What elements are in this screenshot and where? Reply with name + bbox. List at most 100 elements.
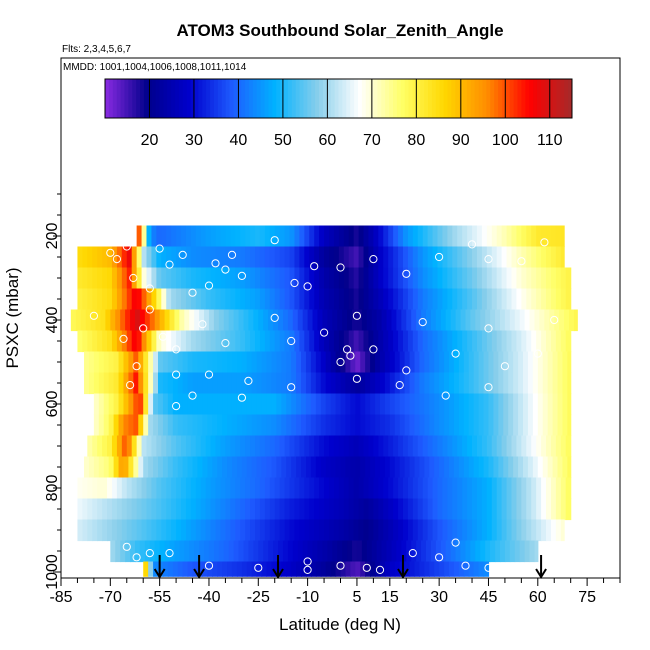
heatmap-cell <box>407 435 414 458</box>
heatmap-cell <box>442 477 448 500</box>
heatmap-layer <box>84 351 572 374</box>
heatmap-cell <box>567 393 572 416</box>
heatmap-cell <box>407 519 414 542</box>
sample-marker <box>198 320 207 329</box>
heatmap-cell <box>256 414 263 437</box>
heatmap-cell <box>302 309 309 332</box>
heatmap-cell <box>294 435 300 458</box>
heatmap-cell <box>255 267 261 290</box>
heatmap-cell <box>473 372 480 395</box>
heatmap-cell <box>264 267 271 290</box>
heatmap-cell <box>355 351 361 374</box>
heatmap-cell <box>389 351 396 374</box>
colorbar-swatch <box>140 79 145 118</box>
heatmap-cell <box>110 540 116 563</box>
heatmap-cell <box>442 498 448 521</box>
heatmap-cell <box>309 477 315 500</box>
heatmap-cell <box>225 498 231 521</box>
colorbar-swatch <box>439 79 445 118</box>
heatmap-cell <box>476 477 483 500</box>
heatmap-cell <box>123 372 130 395</box>
heatmap-cell <box>177 456 184 479</box>
colorbar-swatch <box>354 79 359 118</box>
colorbar-swatch <box>529 79 534 118</box>
heatmap-cell <box>330 351 337 374</box>
heatmap-cell <box>488 351 494 374</box>
sample-marker <box>89 311 99 320</box>
heatmap-cell <box>304 498 310 521</box>
heatmap-cell <box>131 498 138 521</box>
heatmap-cell <box>231 561 238 577</box>
heatmap-cell <box>315 351 322 374</box>
heatmap-cell <box>322 309 328 332</box>
heatmap-cell <box>185 477 192 500</box>
sample-marker <box>270 313 279 322</box>
heatmap-cell <box>547 351 554 374</box>
heatmap-cell <box>190 498 197 521</box>
heatmap-cell <box>409 372 416 395</box>
heatmap-cell <box>146 498 153 521</box>
heatmap-cell <box>328 498 335 521</box>
heatmap-cell <box>379 456 386 479</box>
heatmap-cell <box>235 330 241 353</box>
heatmap-cell <box>386 540 393 563</box>
heatmap-cell <box>324 519 330 542</box>
heatmap-cell <box>452 477 458 500</box>
heatmap-cell <box>550 477 557 500</box>
sample-marker <box>211 259 220 268</box>
heatmap-cell <box>197 372 203 395</box>
heatmap-cell <box>496 477 503 500</box>
y-tick-label: 400 <box>44 307 61 334</box>
colorbar-swatch <box>233 79 238 118</box>
heatmap-cell <box>358 435 365 458</box>
heatmap-cell <box>453 561 460 577</box>
heatmap-cell <box>536 225 542 248</box>
heatmap-cell <box>151 267 157 290</box>
heatmap-cell <box>92 288 98 311</box>
heatmap-cell <box>373 435 379 458</box>
heatmap-cell <box>222 351 228 374</box>
heatmap-cell <box>241 393 248 416</box>
heatmap-cell <box>250 498 256 521</box>
colorbar-swatch <box>392 79 398 118</box>
heatmap-cell <box>264 288 271 311</box>
y-tick-label: 800 <box>44 475 61 502</box>
heatmap-cell <box>240 330 246 353</box>
heatmap-cell <box>546 246 552 269</box>
heatmap-cell <box>149 309 156 332</box>
heatmap-cell <box>107 288 113 311</box>
sample-marker <box>221 339 230 348</box>
heatmap-cell <box>146 519 153 542</box>
x-tick-label: -85 <box>49 589 72 606</box>
heatmap-cell <box>230 330 236 353</box>
heatmap-cell <box>541 477 547 500</box>
heatmap-cell <box>343 435 350 458</box>
heatmap-cell <box>476 225 483 248</box>
heatmap-cell <box>113 372 120 395</box>
heatmap-cell <box>468 456 475 479</box>
heatmap-cell <box>537 456 544 479</box>
heatmap-cell <box>156 519 162 542</box>
heatmap-cell <box>491 330 498 353</box>
heatmap-cell <box>274 267 281 290</box>
heatmap-cell <box>314 477 320 500</box>
heatmap-cell <box>368 246 374 269</box>
heatmap-cell <box>274 246 281 269</box>
heatmap-cell <box>452 519 458 542</box>
heatmap-cell <box>126 519 133 542</box>
colorbar-swatch <box>357 79 363 118</box>
heatmap-cell <box>473 393 480 416</box>
heatmap-cell <box>388 267 394 290</box>
heatmap-cell <box>171 330 177 353</box>
heatmap-cell <box>554 309 560 332</box>
heatmap-cell <box>182 414 189 437</box>
heatmap-cell <box>314 519 320 542</box>
heatmap-layer <box>77 246 565 269</box>
heatmap-cell <box>526 246 532 269</box>
x-axis: -85 -70 -55 -40 -25 -10 5 15 30 45 60 75 <box>49 577 621 606</box>
heatmap-cell <box>398 477 404 500</box>
heatmap-cell <box>330 456 337 479</box>
heatmap-cell <box>171 267 177 290</box>
heatmap-cell <box>146 246 153 269</box>
heatmap-cell <box>246 456 253 479</box>
